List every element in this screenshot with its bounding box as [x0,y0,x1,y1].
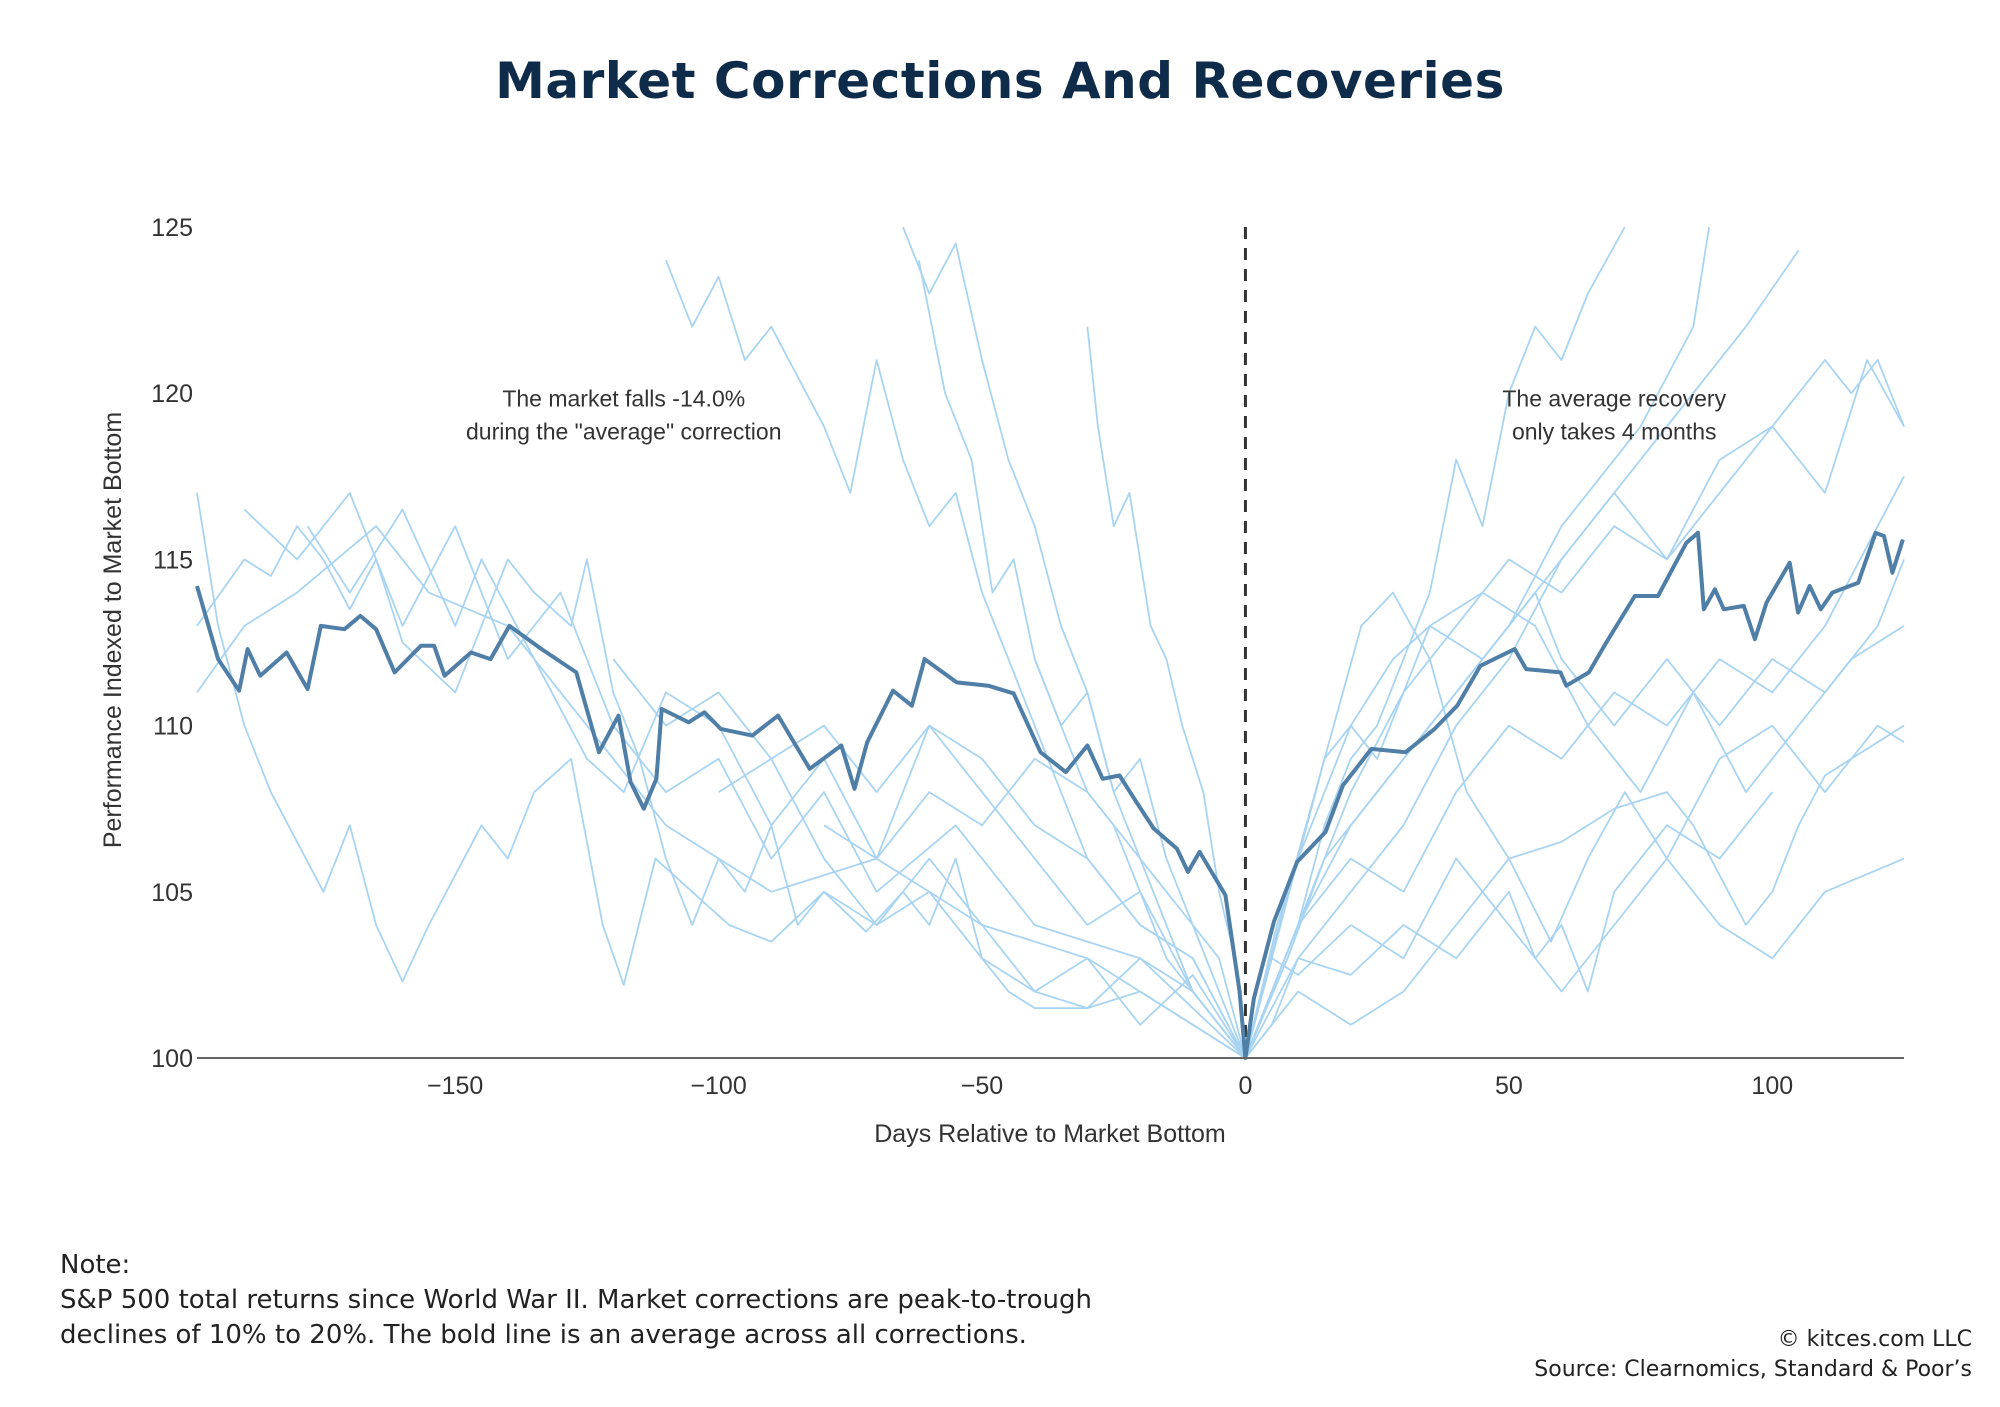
individual-correction-line [196,226,1710,1059]
individual-series-group [196,226,1905,1059]
y-tick-label: 125 [151,214,193,242]
x-tick-label: 50 [1495,1072,1523,1100]
individual-correction-line [718,724,1905,1059]
y-tick-label: 100 [151,1045,193,1073]
note-block: Note: S&P 500 total returns since World … [60,1248,1092,1353]
individual-correction-line [196,492,1905,1059]
x-axis-ticks: −150 −100 −50 0 50 100 [427,1072,1793,1100]
source: Source: Clearnomics, Standard & Poor’s [1534,1357,1972,1382]
individual-correction-line [665,259,1905,1059]
annotation-text: during the "average" correction [466,418,782,444]
x-tick-label: −150 [427,1072,483,1100]
individual-correction-line [1086,326,1905,1059]
x-tick-label: −100 [690,1072,746,1100]
individual-correction-line [917,260,1905,1059]
y-tick-label: 105 [151,879,193,907]
y-axis-ticks: 100 105 110 115 120 125 [151,214,193,1073]
note-line: S&P 500 total returns since World War II… [60,1285,1092,1315]
y-tick-label: 115 [153,546,193,574]
chart-title: Market Corrections And Recoveries [495,52,1505,110]
individual-correction-line [612,359,1905,1059]
annotation-text: The average recovery [1502,385,1726,411]
annotation-text: The market falls -14.0% [502,385,745,411]
individual-correction-line [196,525,1247,1059]
annotation-text: only takes 4 months [1512,418,1717,444]
footer: © kitces.com LLC Source: Clearnomics, St… [1534,1325,1972,1385]
individual-correction-line [823,757,1774,1059]
y-tick-label: 110 [153,713,193,741]
y-tick-label: 120 [151,380,193,408]
x-tick-label: −50 [961,1072,1003,1100]
x-tick-label: 100 [1751,1072,1793,1100]
x-axis-label: Days Relative to Market Bottom [874,1120,1226,1148]
copyright: © kitces.com LLC [1777,1327,1972,1352]
note-line: declines of 10% to 20%. The bold line is… [60,1320,1027,1350]
average-correction-line [195,530,1905,1060]
annotation: The market falls -14.0% during the "avera… [466,385,782,444]
y-axis-label: Performance Indexed to Market Bottom [99,412,127,848]
annotation: The average recovery only takes 4 months [1502,385,1726,444]
x-tick-label: 0 [1238,1072,1252,1100]
individual-correction-line [306,475,1905,1059]
individual-correction-line [1033,559,1905,1059]
note-heading: Note: [60,1250,131,1280]
annotations: The market falls -14.0% during the "avera… [466,385,1727,444]
average-series-group [195,530,1905,1060]
